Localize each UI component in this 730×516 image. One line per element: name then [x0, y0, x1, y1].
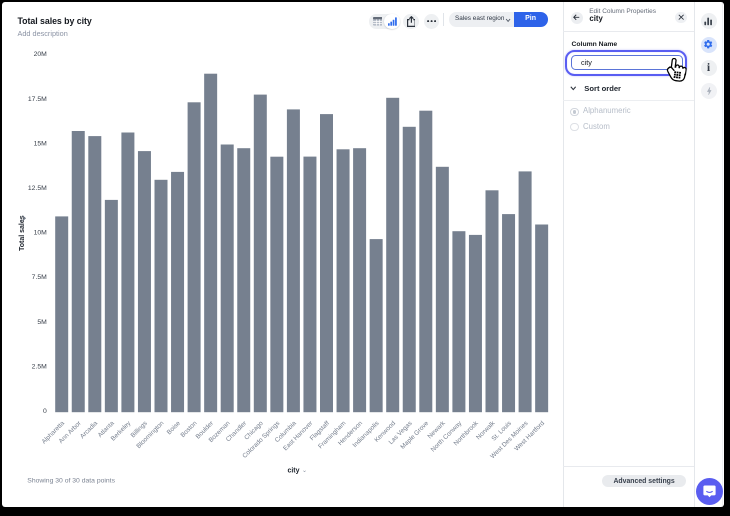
svg-text:2.5M: 2.5M — [32, 363, 47, 370]
svg-text:5M: 5M — [37, 319, 47, 326]
svg-text:0: 0 — [43, 408, 47, 415]
svg-text:Total sales: Total sales — [19, 215, 26, 251]
svg-text:10M: 10M — [34, 230, 48, 237]
svg-text:⌄: ⌄ — [302, 468, 307, 474]
svg-text:Showing 30 of 30 data points: Showing 30 of 30 data points — [27, 478, 115, 485]
svg-text:West Hartford: West Hartford — [513, 420, 546, 453]
svg-text:15M: 15M — [34, 140, 48, 147]
svg-text:12.5M: 12.5M — [28, 185, 47, 192]
svg-text:Arcadia: Arcadia — [79, 420, 100, 441]
svg-text:20M: 20M — [34, 51, 48, 58]
svg-text:17.5M: 17.5M — [28, 96, 47, 103]
svg-text:city: city — [287, 468, 299, 475]
svg-text:7.5M: 7.5M — [32, 274, 47, 281]
